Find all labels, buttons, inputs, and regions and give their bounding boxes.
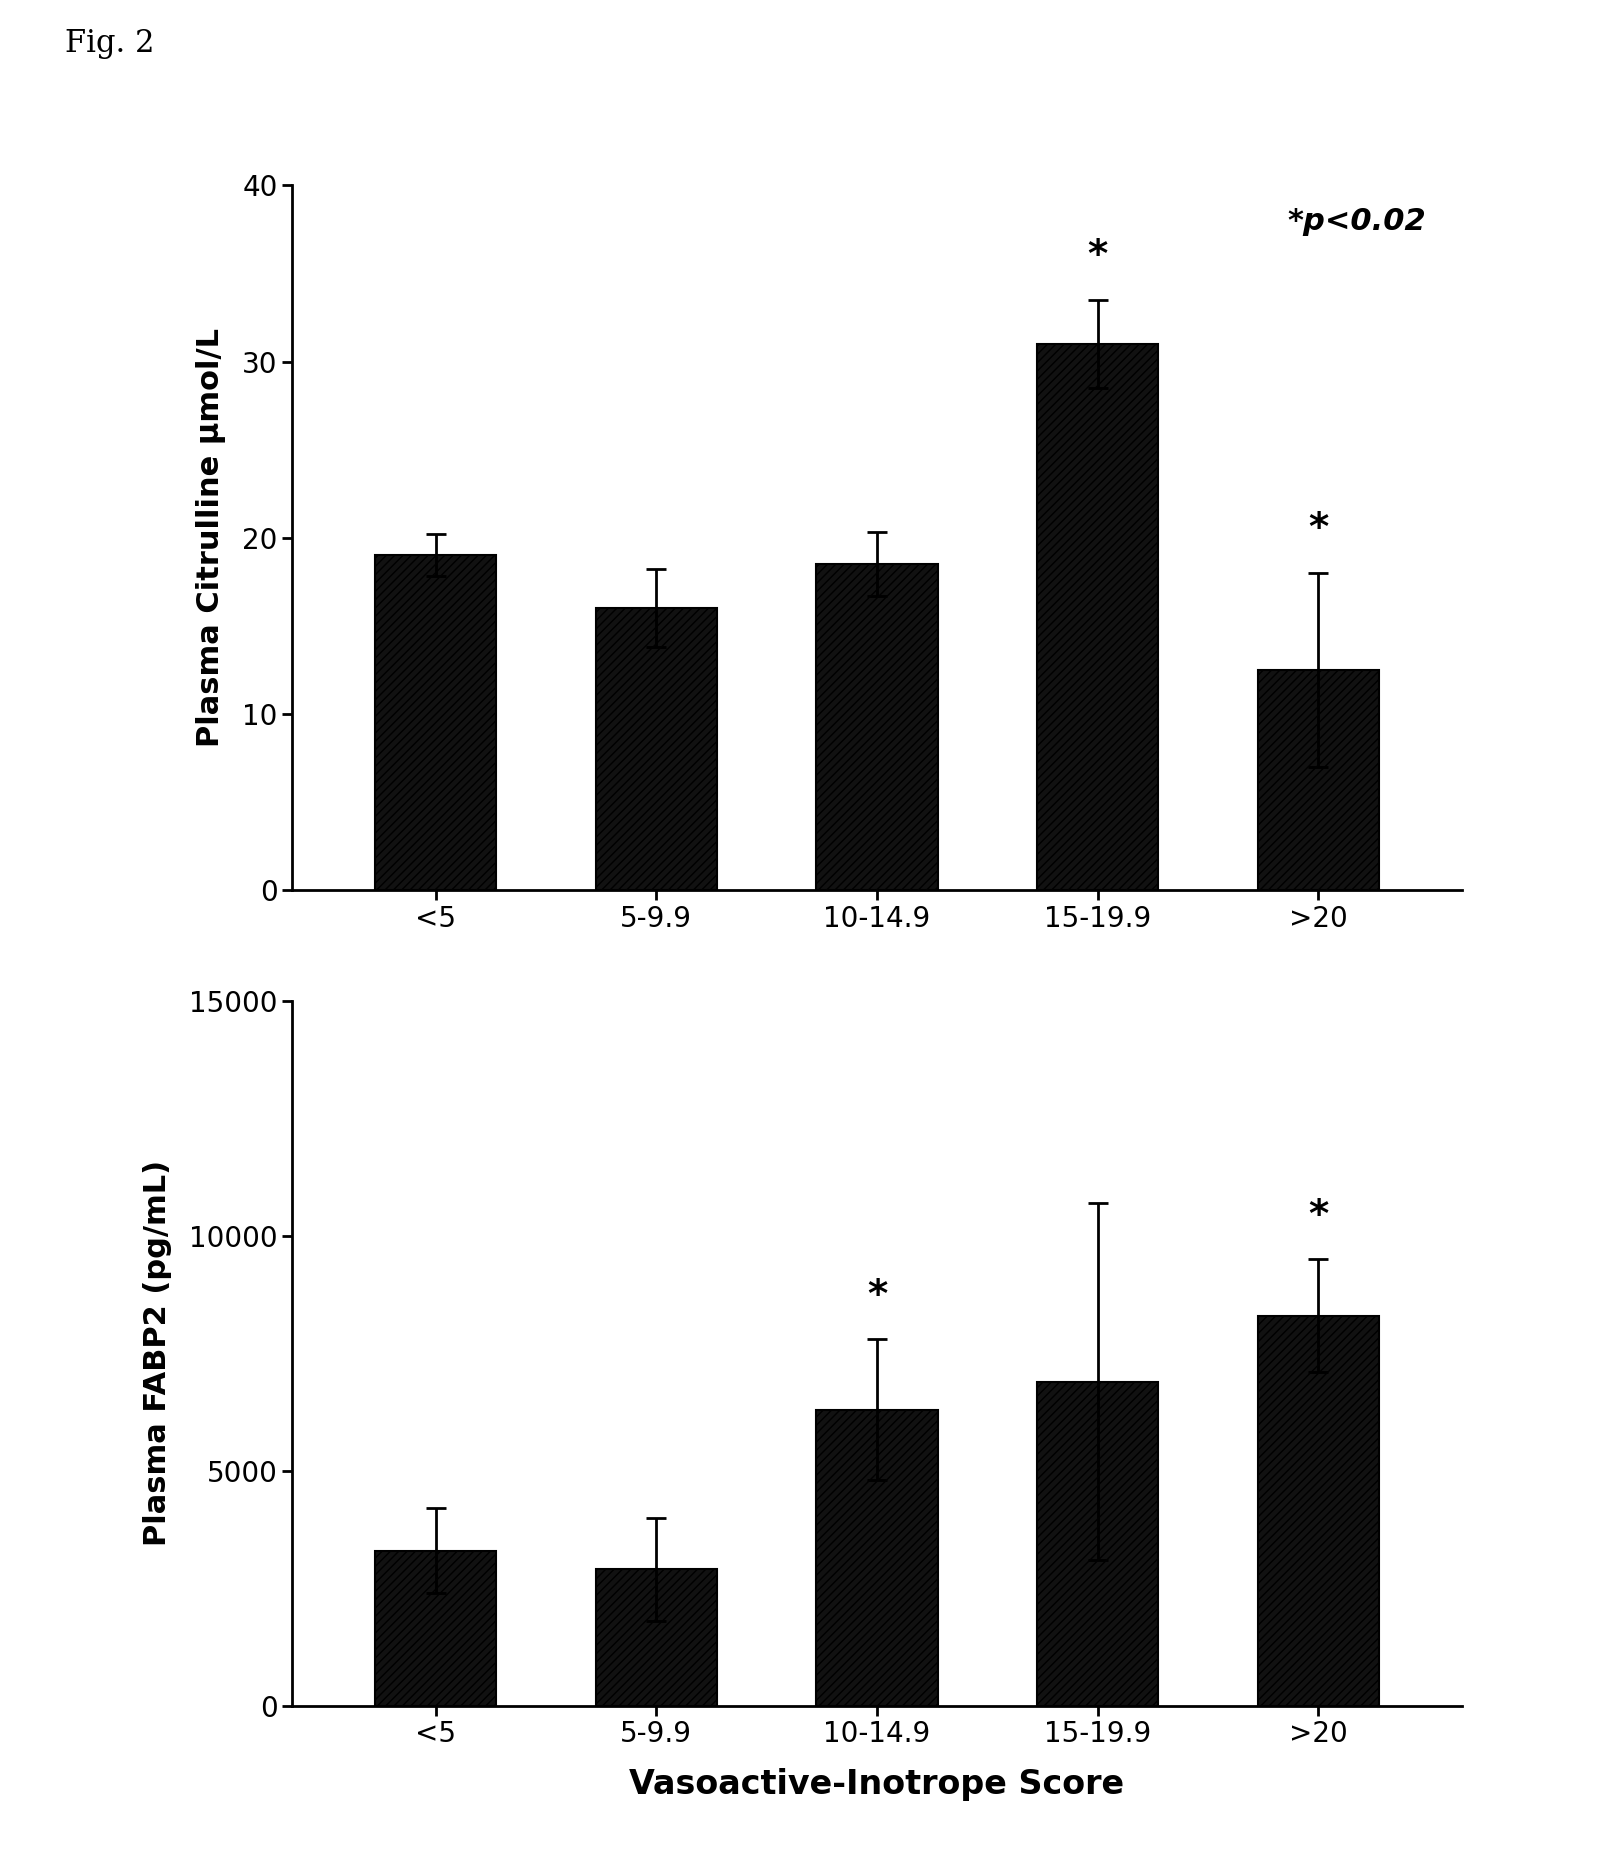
Y-axis label: Plasma FABP2 (pg/mL): Plasma FABP2 (pg/mL) — [143, 1161, 172, 1546]
X-axis label: Vasoactive-Inotrope Score: Vasoactive-Inotrope Score — [630, 1767, 1123, 1800]
Y-axis label: Plasma Citrulline μmol/L: Plasma Citrulline μmol/L — [195, 328, 226, 747]
Text: *: * — [1307, 510, 1328, 549]
Text: *: * — [867, 1277, 886, 1314]
Bar — [1035, 345, 1157, 890]
Bar — [375, 1550, 497, 1706]
Text: Fig. 2: Fig. 2 — [65, 28, 154, 59]
Bar — [1256, 669, 1378, 890]
Bar — [816, 1409, 936, 1706]
Bar — [375, 556, 497, 890]
Bar — [596, 608, 717, 890]
Text: *: * — [1087, 237, 1107, 274]
Text: *p<0.02: *p<0.02 — [1287, 206, 1425, 235]
Bar — [596, 1570, 717, 1706]
Text: *: * — [1307, 1198, 1328, 1235]
Bar — [816, 564, 936, 890]
Bar — [1035, 1381, 1157, 1706]
Bar — [1256, 1316, 1378, 1706]
